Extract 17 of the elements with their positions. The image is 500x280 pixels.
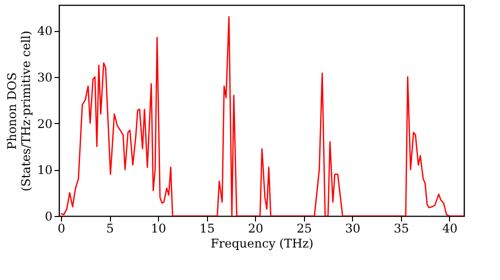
x-tick-label: 25	[296, 222, 312, 236]
y-tick-label: 30	[37, 70, 52, 84]
x-tick-label: 15	[199, 222, 215, 236]
y-tick-label: 10	[37, 163, 52, 178]
x-tick-label: 0	[58, 222, 66, 236]
x-tick-label: 5	[106, 222, 114, 236]
y-tick-label: 0	[44, 210, 52, 224]
line-series	[60, 16, 464, 216]
y-tick-label: 40	[37, 24, 52, 38]
x-tick-label: 20	[248, 222, 264, 236]
y-axis-title: Phonon DOS (States/THz·primitive cell)	[5, 30, 34, 192]
x-tick-label: 10	[150, 222, 166, 236]
x-tick-label: 35	[394, 222, 410, 236]
x-tick-label: 30	[345, 222, 360, 236]
y-tick-label: 20	[37, 116, 52, 131]
x-axis-title: Frequency (THz)	[210, 236, 314, 250]
x-tick-label: 40	[442, 222, 458, 236]
